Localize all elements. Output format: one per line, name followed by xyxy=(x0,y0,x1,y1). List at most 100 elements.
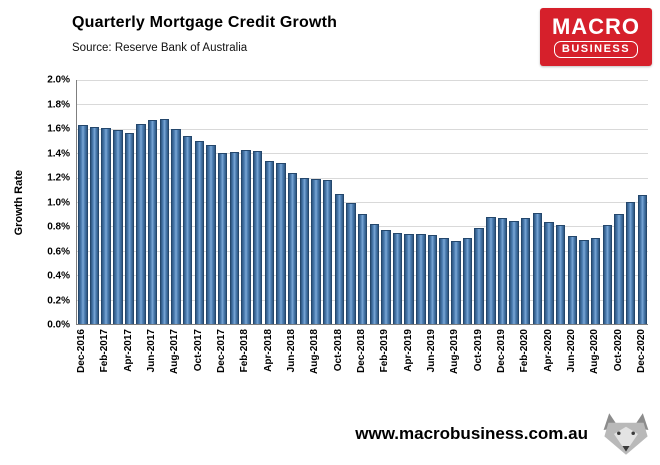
x-tick-label: Apr-2020 xyxy=(542,329,554,372)
bar-slot xyxy=(532,80,544,324)
y-axis-title-cell: Growth Rate xyxy=(10,80,28,325)
bar xyxy=(276,163,286,324)
x-label-slot: Jun-2020 xyxy=(566,329,578,372)
bar xyxy=(625,202,636,324)
x-tick-label: Aug-2018 xyxy=(309,329,321,375)
x-tick-label: Jun-2018 xyxy=(285,329,297,373)
bar xyxy=(264,160,275,324)
bar-slot xyxy=(135,80,147,324)
bar xyxy=(299,177,310,324)
x-label-slot: Feb-2017 xyxy=(99,329,111,372)
bar xyxy=(544,221,554,324)
bar xyxy=(474,227,484,324)
x-label-slot: Apr-2018 xyxy=(263,329,275,372)
y-tick-label: 1.4% xyxy=(47,148,70,159)
y-tick-label: 0.8% xyxy=(47,221,70,233)
x-tick-label: Dec-2016 xyxy=(75,329,87,373)
bar-slot xyxy=(613,80,625,324)
bar xyxy=(404,233,414,324)
bar-slot xyxy=(508,80,520,324)
bar-chart: Growth Rate 2.0% 1.8% 1.6% 1.4% 1.2% 1.0% 0.8%… xyxy=(10,75,648,403)
x-tick-label: Apr-2017 xyxy=(122,329,134,372)
bar xyxy=(451,241,461,324)
bar-slot xyxy=(462,80,474,324)
x-tick-label: Dec-2017 xyxy=(215,329,227,373)
bar xyxy=(579,240,589,324)
bar-slot xyxy=(578,80,590,324)
bar xyxy=(392,232,403,324)
plot-area xyxy=(76,80,648,325)
x-label-slot: Aug-2017 xyxy=(169,329,181,374)
bar-slot xyxy=(543,80,555,324)
bar xyxy=(497,218,508,324)
bar xyxy=(486,216,496,324)
bar xyxy=(381,230,391,324)
bar-slot xyxy=(345,80,357,324)
bar-slot xyxy=(520,80,532,324)
bar-slot xyxy=(240,80,252,324)
bars-container xyxy=(77,80,648,324)
bar xyxy=(89,126,100,324)
x-label-slot: Aug-2020 xyxy=(589,329,602,374)
bar-slot xyxy=(590,80,602,324)
x-label-slot: Jun-2019 xyxy=(426,329,438,372)
x-label-slot: Jun-2017 xyxy=(146,329,158,372)
bar-slot xyxy=(322,80,334,324)
x-tick-label: Feb-2020 xyxy=(519,329,531,373)
y-tick-label: 1.0% xyxy=(47,197,70,208)
bar-slot xyxy=(567,80,579,324)
bar xyxy=(334,193,344,324)
x-tick-label: Dec-2020 xyxy=(636,329,648,373)
x-tick-label: Oct-2020 xyxy=(612,329,624,372)
y-tick-label: 0.4% xyxy=(47,270,70,282)
gridline xyxy=(77,153,648,155)
x-label-slot: Dec-2017 xyxy=(216,329,228,373)
bar-slot xyxy=(427,80,439,324)
bar xyxy=(439,237,449,324)
bar xyxy=(217,153,228,324)
bar-slot xyxy=(555,80,567,324)
bar-slot xyxy=(392,80,404,324)
y-tick-label: 1.8% xyxy=(47,99,70,110)
bar xyxy=(241,149,251,324)
bar xyxy=(369,224,379,324)
bar xyxy=(206,144,216,324)
gridline xyxy=(77,177,648,179)
x-tick-label: Feb-2019 xyxy=(379,329,391,373)
x-tick-label: Jun-2017 xyxy=(145,329,157,373)
x-tick-label: Oct-2019 xyxy=(472,329,484,372)
chart-source: Source: Reserve Bank of Australia xyxy=(72,42,248,54)
bar xyxy=(567,236,578,324)
bar xyxy=(590,237,601,324)
x-tick-label: Feb-2017 xyxy=(99,329,111,373)
x-label-slot: Dec-2019 xyxy=(496,329,508,373)
x-label-slot: Dec-2018 xyxy=(356,329,368,373)
bar xyxy=(229,152,240,324)
bar xyxy=(532,213,543,324)
bar xyxy=(159,119,170,324)
bar-slot xyxy=(357,80,369,324)
x-label-slot: Dec-2020 xyxy=(636,329,648,373)
bar-slot xyxy=(403,80,415,324)
bar xyxy=(509,220,519,324)
bar xyxy=(602,225,613,324)
bar-slot xyxy=(100,80,112,324)
bar-slot xyxy=(497,80,509,324)
y-axis-title: Growth Rate xyxy=(13,169,25,236)
bar-slot xyxy=(275,80,287,324)
bar-slot xyxy=(450,80,462,324)
bar-slot xyxy=(89,80,101,324)
y-tick-label: 0.2% xyxy=(47,295,70,306)
bar-slot xyxy=(194,80,206,324)
bar-slot xyxy=(170,80,182,324)
footer-url: www.macrobusiness.com.au xyxy=(355,424,588,443)
y-tick-label: 0.0% xyxy=(47,319,70,331)
bar xyxy=(637,194,648,324)
bar-slot xyxy=(438,80,450,324)
x-tick-label: Oct-2018 xyxy=(332,329,344,372)
bar xyxy=(311,179,321,324)
bar-slot xyxy=(333,80,345,324)
bar-slot xyxy=(602,80,614,324)
bar-slot xyxy=(159,80,171,324)
